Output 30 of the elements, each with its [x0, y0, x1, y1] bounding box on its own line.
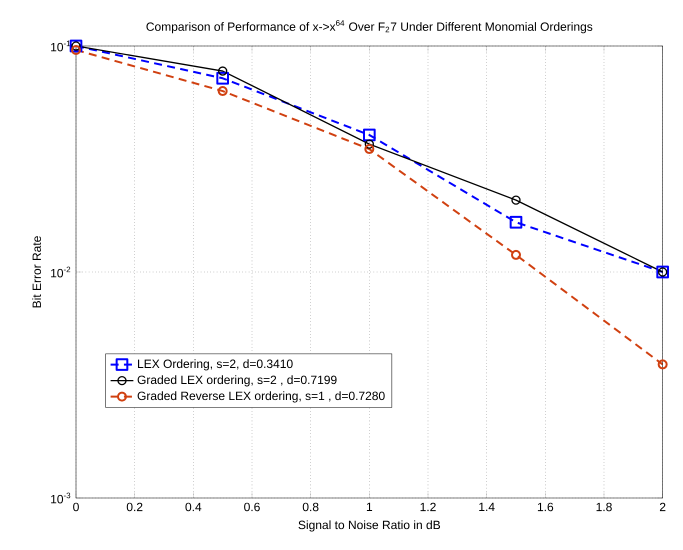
point	[218, 66, 228, 76]
point	[511, 195, 521, 205]
y-tick-label: 10$^{-3}$	[51, 492, 70, 504]
legend-label: LEX Ordering, s=2, d=0.3410	[138, 359, 293, 370]
point	[364, 144, 374, 154]
x-tick-label: 1.8	[596, 502, 612, 512]
point	[510, 216, 522, 229]
point	[364, 139, 374, 149]
x-tick-label: 1	[366, 502, 372, 511]
x-tick-label: 2	[660, 502, 666, 512]
point	[218, 86, 228, 96]
chart-title: Comparison of Performance of x->x$^{64}$ Over F$_{2}$7 Under Different Monomial Orderings	[146, 20, 592, 34]
point	[511, 250, 521, 260]
x-tick-label: 1.2	[420, 502, 436, 512]
point	[71, 45, 82, 56]
point	[363, 128, 376, 142]
y-axis-title: Bit Error Rate	[32, 236, 42, 308]
y-tick-label: 10$^{-2}$	[51, 266, 70, 278]
point	[658, 359, 668, 370]
x-tick-label: 0	[73, 502, 79, 512]
x-tick-label: 0.2	[126, 502, 142, 512]
x-tick-label: 0.6	[244, 502, 260, 512]
x-tick-label: 1.4	[479, 502, 495, 511]
point	[216, 72, 230, 85]
legend-label: Graded Reverse LEX ordering, s=1 , d=0.7280	[138, 391, 385, 402]
x-tick-label: 0.4	[185, 502, 202, 512]
x-tick-label: 0.8	[302, 502, 318, 512]
x-axis-title: Signal to Noise Ratio in dB	[298, 520, 440, 532]
x-tick-label: 1.6	[538, 502, 554, 512]
legend-label: Graded LEX ordering, s=2 , d=0.7199	[138, 375, 337, 386]
